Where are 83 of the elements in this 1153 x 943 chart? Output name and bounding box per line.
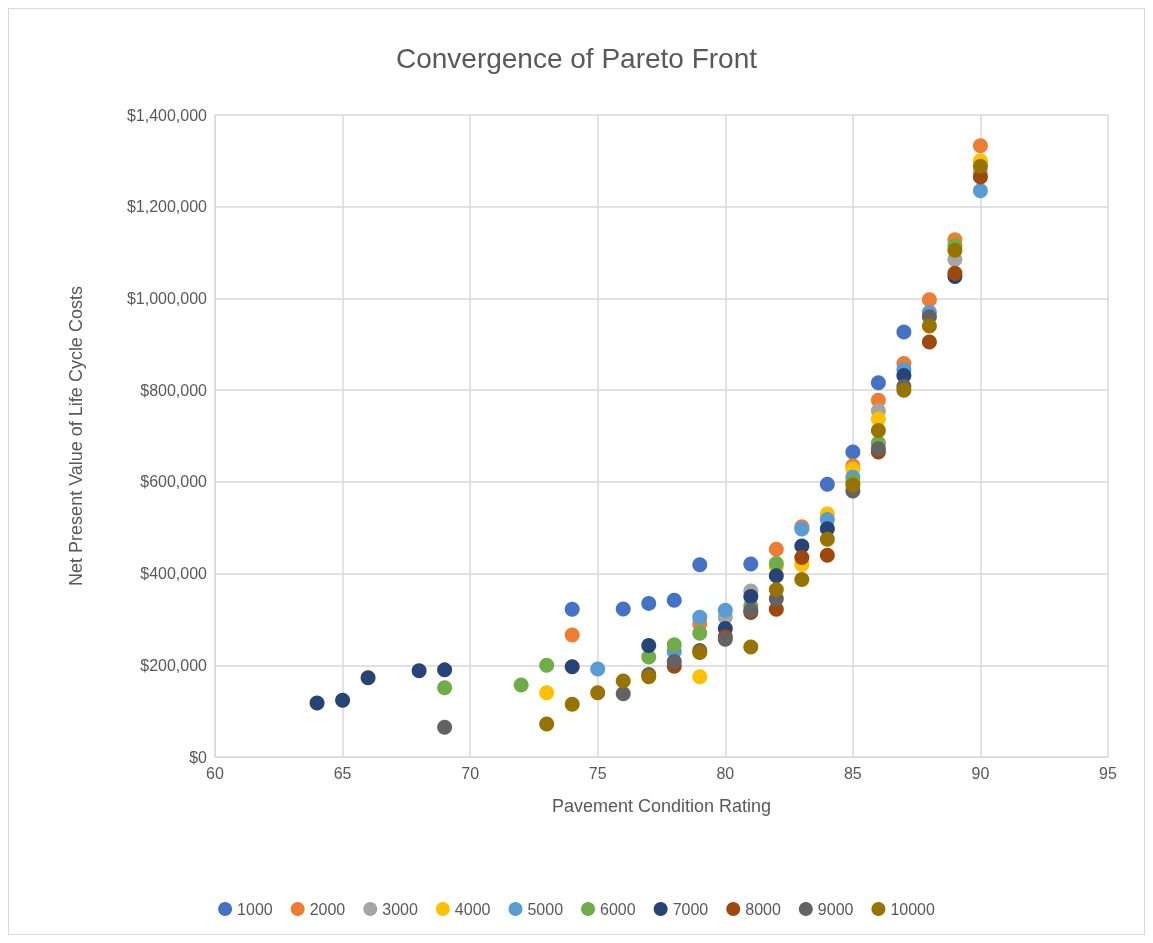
point — [972, 138, 988, 154]
y-tick-label: $1,200,000 — [126, 198, 208, 216]
point — [794, 572, 810, 588]
point — [768, 568, 784, 584]
y-tick-label: $0 — [189, 748, 208, 766]
point — [947, 242, 963, 258]
legend-label: 8000 — [745, 900, 781, 918]
point — [819, 531, 835, 547]
point — [360, 670, 376, 686]
point — [539, 685, 555, 701]
point — [692, 669, 708, 685]
legend-label: 6000 — [600, 900, 636, 918]
chart-title: Convergence of Pareto Front — [395, 42, 758, 74]
x-tick-label: 80 — [716, 764, 735, 782]
point — [845, 444, 861, 460]
point — [564, 659, 580, 675]
point — [692, 557, 708, 573]
x-tick-label: 60 — [206, 764, 224, 782]
point — [513, 677, 529, 693]
legend-label: 5000 — [527, 900, 564, 918]
legend-label: 3000 — [382, 900, 418, 918]
point — [743, 556, 759, 572]
point — [539, 657, 555, 673]
point — [972, 183, 988, 199]
point — [768, 541, 784, 557]
point — [819, 476, 835, 492]
point — [870, 375, 886, 391]
point — [641, 595, 657, 611]
point — [768, 582, 784, 598]
point — [539, 716, 555, 732]
point — [590, 685, 606, 701]
legend-label: 4000 — [454, 900, 491, 918]
x-tick-label: 90 — [971, 764, 990, 782]
point — [768, 555, 784, 571]
point — [615, 686, 631, 702]
y-tick-label: $1,400,000 — [126, 106, 208, 124]
point — [590, 661, 606, 677]
point — [437, 680, 453, 696]
point — [666, 592, 682, 608]
point — [743, 589, 759, 604]
y-tick-label: $200,000 — [140, 656, 208, 674]
point — [896, 382, 912, 398]
point — [921, 318, 937, 334]
y-tick-label: $800,000 — [140, 381, 208, 399]
point — [437, 719, 453, 735]
point — [921, 292, 937, 308]
point — [870, 423, 886, 438]
y-tick-label: $1,000,000 — [126, 289, 208, 307]
legend-label: 9000 — [817, 900, 854, 918]
point — [615, 601, 631, 617]
x-axis-title: Pavement Condition Rating — [551, 796, 772, 816]
point — [743, 639, 759, 655]
point — [335, 692, 351, 708]
legend-label: 7000 — [672, 900, 709, 918]
point — [437, 662, 453, 678]
point — [717, 602, 733, 618]
point — [564, 696, 580, 712]
point — [921, 334, 937, 350]
point — [666, 637, 682, 653]
point — [564, 627, 580, 643]
point — [972, 158, 988, 174]
point — [564, 601, 580, 617]
point — [309, 695, 325, 711]
legend-label: 10000 — [890, 900, 936, 918]
point — [411, 663, 427, 679]
legend-label: 2000 — [309, 900, 346, 918]
y-tick-label: $600,000 — [140, 473, 208, 491]
y-axis-title: Net Present Value of Life Cycle Costs — [66, 286, 86, 586]
point — [641, 638, 657, 654]
x-tick-label: 85 — [843, 764, 862, 782]
x-tick-label: 65 — [333, 764, 352, 782]
point — [819, 547, 835, 563]
legend-label: 1000 — [237, 900, 273, 918]
point — [794, 550, 810, 566]
point — [692, 625, 708, 641]
x-tick-label: 95 — [1099, 764, 1117, 782]
point — [615, 673, 631, 689]
point — [666, 654, 682, 670]
x-tick-label: 70 — [461, 764, 480, 782]
y-tick-label: $400,000 — [140, 565, 208, 583]
point — [692, 609, 708, 625]
point — [896, 324, 912, 340]
x-tick-label: 75 — [588, 764, 607, 782]
